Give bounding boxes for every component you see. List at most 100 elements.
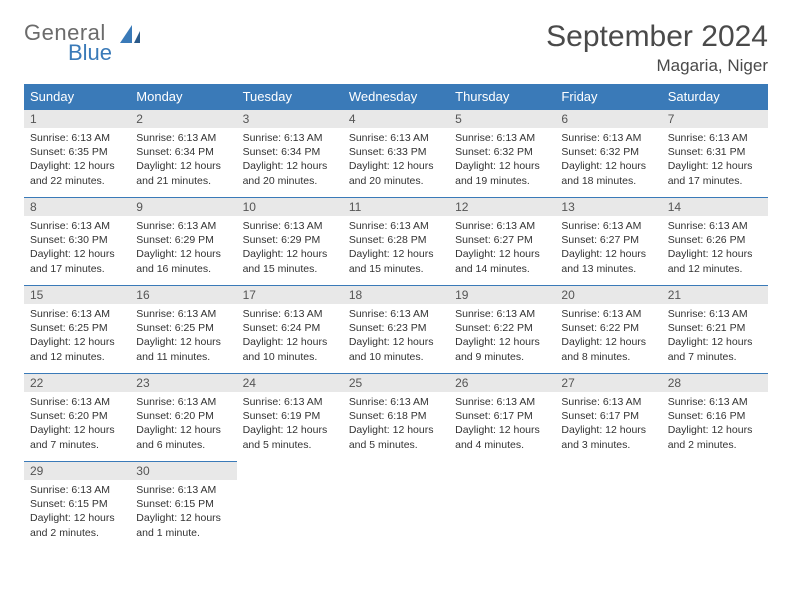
sunrise-text: Sunrise: 6:13 AM [349, 219, 443, 233]
day-cell: 14Sunrise: 6:13 AMSunset: 6:26 PMDayligh… [662, 198, 768, 286]
daylight-text-2: and 7 minutes. [668, 350, 762, 364]
day-content: Sunrise: 6:13 AMSunset: 6:33 PMDaylight:… [343, 128, 449, 192]
day-cell: 15Sunrise: 6:13 AMSunset: 6:25 PMDayligh… [24, 286, 130, 374]
day-number: 3 [237, 110, 343, 128]
day-content: Sunrise: 6:13 AMSunset: 6:25 PMDaylight:… [130, 304, 236, 368]
daylight-text-1: Daylight: 12 hours [136, 247, 230, 261]
sunset-text: Sunset: 6:15 PM [30, 497, 124, 511]
day-cell: 12Sunrise: 6:13 AMSunset: 6:27 PMDayligh… [449, 198, 555, 286]
daylight-text-2: and 2 minutes. [30, 526, 124, 540]
day-content: Sunrise: 6:13 AMSunset: 6:32 PMDaylight:… [449, 128, 555, 192]
daylight-text-1: Daylight: 12 hours [561, 423, 655, 437]
day-cell: 10Sunrise: 6:13 AMSunset: 6:29 PMDayligh… [237, 198, 343, 286]
day-number: 4 [343, 110, 449, 128]
weekday-header: Monday [130, 84, 236, 110]
week-row: 8Sunrise: 6:13 AMSunset: 6:30 PMDaylight… [24, 198, 768, 286]
daylight-text-1: Daylight: 12 hours [349, 335, 443, 349]
month-title: September 2024 [546, 20, 768, 54]
day-cell: 6Sunrise: 6:13 AMSunset: 6:32 PMDaylight… [555, 110, 661, 198]
day-content: Sunrise: 6:13 AMSunset: 6:22 PMDaylight:… [449, 304, 555, 368]
day-cell: 13Sunrise: 6:13 AMSunset: 6:27 PMDayligh… [555, 198, 661, 286]
weekday-header-row: Sunday Monday Tuesday Wednesday Thursday… [24, 84, 768, 110]
day-content: Sunrise: 6:13 AMSunset: 6:27 PMDaylight:… [449, 216, 555, 280]
day-cell: 26Sunrise: 6:13 AMSunset: 6:17 PMDayligh… [449, 374, 555, 462]
sunrise-text: Sunrise: 6:13 AM [136, 131, 230, 145]
daylight-text-2: and 19 minutes. [455, 174, 549, 188]
daylight-text-2: and 4 minutes. [455, 438, 549, 452]
day-content: Sunrise: 6:13 AMSunset: 6:16 PMDaylight:… [662, 392, 768, 456]
daylight-text-1: Daylight: 12 hours [136, 511, 230, 525]
day-number: 28 [662, 374, 768, 392]
sunrise-text: Sunrise: 6:13 AM [455, 395, 549, 409]
daylight-text-2: and 6 minutes. [136, 438, 230, 452]
daylight-text-2: and 12 minutes. [668, 262, 762, 276]
weekday-header: Wednesday [343, 84, 449, 110]
weekday-header: Friday [555, 84, 661, 110]
weekday-header: Sunday [24, 84, 130, 110]
sunset-text: Sunset: 6:22 PM [561, 321, 655, 335]
daylight-text-1: Daylight: 12 hours [561, 247, 655, 261]
day-cell: .. [343, 462, 449, 550]
sunset-text: Sunset: 6:20 PM [136, 409, 230, 423]
title-block: September 2024 Magaria, Niger [546, 20, 768, 76]
daylight-text-2: and 21 minutes. [136, 174, 230, 188]
daylight-text-1: Daylight: 12 hours [243, 159, 337, 173]
day-number: 17 [237, 286, 343, 304]
day-cell: 3Sunrise: 6:13 AMSunset: 6:34 PMDaylight… [237, 110, 343, 198]
daylight-text-2: and 7 minutes. [30, 438, 124, 452]
day-number: 10 [237, 198, 343, 216]
day-number: 23 [130, 374, 236, 392]
daylight-text-1: Daylight: 12 hours [668, 159, 762, 173]
sunrise-text: Sunrise: 6:13 AM [30, 131, 124, 145]
day-content: Sunrise: 6:13 AMSunset: 6:17 PMDaylight:… [555, 392, 661, 456]
daylight-text-2: and 9 minutes. [455, 350, 549, 364]
sunset-text: Sunset: 6:15 PM [136, 497, 230, 511]
day-content: Sunrise: 6:13 AMSunset: 6:17 PMDaylight:… [449, 392, 555, 456]
sunset-text: Sunset: 6:35 PM [30, 145, 124, 159]
day-number: 11 [343, 198, 449, 216]
day-cell: 11Sunrise: 6:13 AMSunset: 6:28 PMDayligh… [343, 198, 449, 286]
sunrise-text: Sunrise: 6:13 AM [243, 131, 337, 145]
daylight-text-1: Daylight: 12 hours [349, 159, 443, 173]
daylight-text-2: and 18 minutes. [561, 174, 655, 188]
day-content: Sunrise: 6:13 AMSunset: 6:20 PMDaylight:… [130, 392, 236, 456]
sunrise-text: Sunrise: 6:13 AM [136, 307, 230, 321]
calendar-body: 1Sunrise: 6:13 AMSunset: 6:35 PMDaylight… [24, 110, 768, 550]
day-cell: 7Sunrise: 6:13 AMSunset: 6:31 PMDaylight… [662, 110, 768, 198]
day-content: Sunrise: 6:13 AMSunset: 6:21 PMDaylight:… [662, 304, 768, 368]
sunset-text: Sunset: 6:31 PM [668, 145, 762, 159]
day-number: 1 [24, 110, 130, 128]
sunset-text: Sunset: 6:34 PM [136, 145, 230, 159]
sunrise-text: Sunrise: 6:13 AM [561, 395, 655, 409]
daylight-text-2: and 2 minutes. [668, 438, 762, 452]
day-number: 20 [555, 286, 661, 304]
sunset-text: Sunset: 6:26 PM [668, 233, 762, 247]
sail-icon [118, 23, 144, 50]
day-content: Sunrise: 6:13 AMSunset: 6:18 PMDaylight:… [343, 392, 449, 456]
daylight-text-2: and 17 minutes. [30, 262, 124, 276]
sunset-text: Sunset: 6:17 PM [455, 409, 549, 423]
day-content: Sunrise: 6:13 AMSunset: 6:27 PMDaylight:… [555, 216, 661, 280]
daylight-text-2: and 8 minutes. [561, 350, 655, 364]
sunrise-text: Sunrise: 6:13 AM [455, 131, 549, 145]
sunrise-text: Sunrise: 6:13 AM [30, 307, 124, 321]
daylight-text-1: Daylight: 12 hours [136, 335, 230, 349]
calendar-table: Sunday Monday Tuesday Wednesday Thursday… [24, 84, 768, 550]
daylight-text-1: Daylight: 12 hours [455, 423, 549, 437]
sunset-text: Sunset: 6:24 PM [243, 321, 337, 335]
sunset-text: Sunset: 6:27 PM [455, 233, 549, 247]
day-number: 7 [662, 110, 768, 128]
daylight-text-2: and 20 minutes. [243, 174, 337, 188]
sunrise-text: Sunrise: 6:13 AM [136, 219, 230, 233]
location: Magaria, Niger [546, 56, 768, 76]
daylight-text-1: Daylight: 12 hours [349, 247, 443, 261]
day-number: 24 [237, 374, 343, 392]
daylight-text-2: and 5 minutes. [243, 438, 337, 452]
daylight-text-2: and 10 minutes. [349, 350, 443, 364]
day-cell: 18Sunrise: 6:13 AMSunset: 6:23 PMDayligh… [343, 286, 449, 374]
sunset-text: Sunset: 6:21 PM [668, 321, 762, 335]
day-cell: 27Sunrise: 6:13 AMSunset: 6:17 PMDayligh… [555, 374, 661, 462]
day-content: Sunrise: 6:13 AMSunset: 6:29 PMDaylight:… [130, 216, 236, 280]
daylight-text-2: and 11 minutes. [136, 350, 230, 364]
sunset-text: Sunset: 6:29 PM [243, 233, 337, 247]
